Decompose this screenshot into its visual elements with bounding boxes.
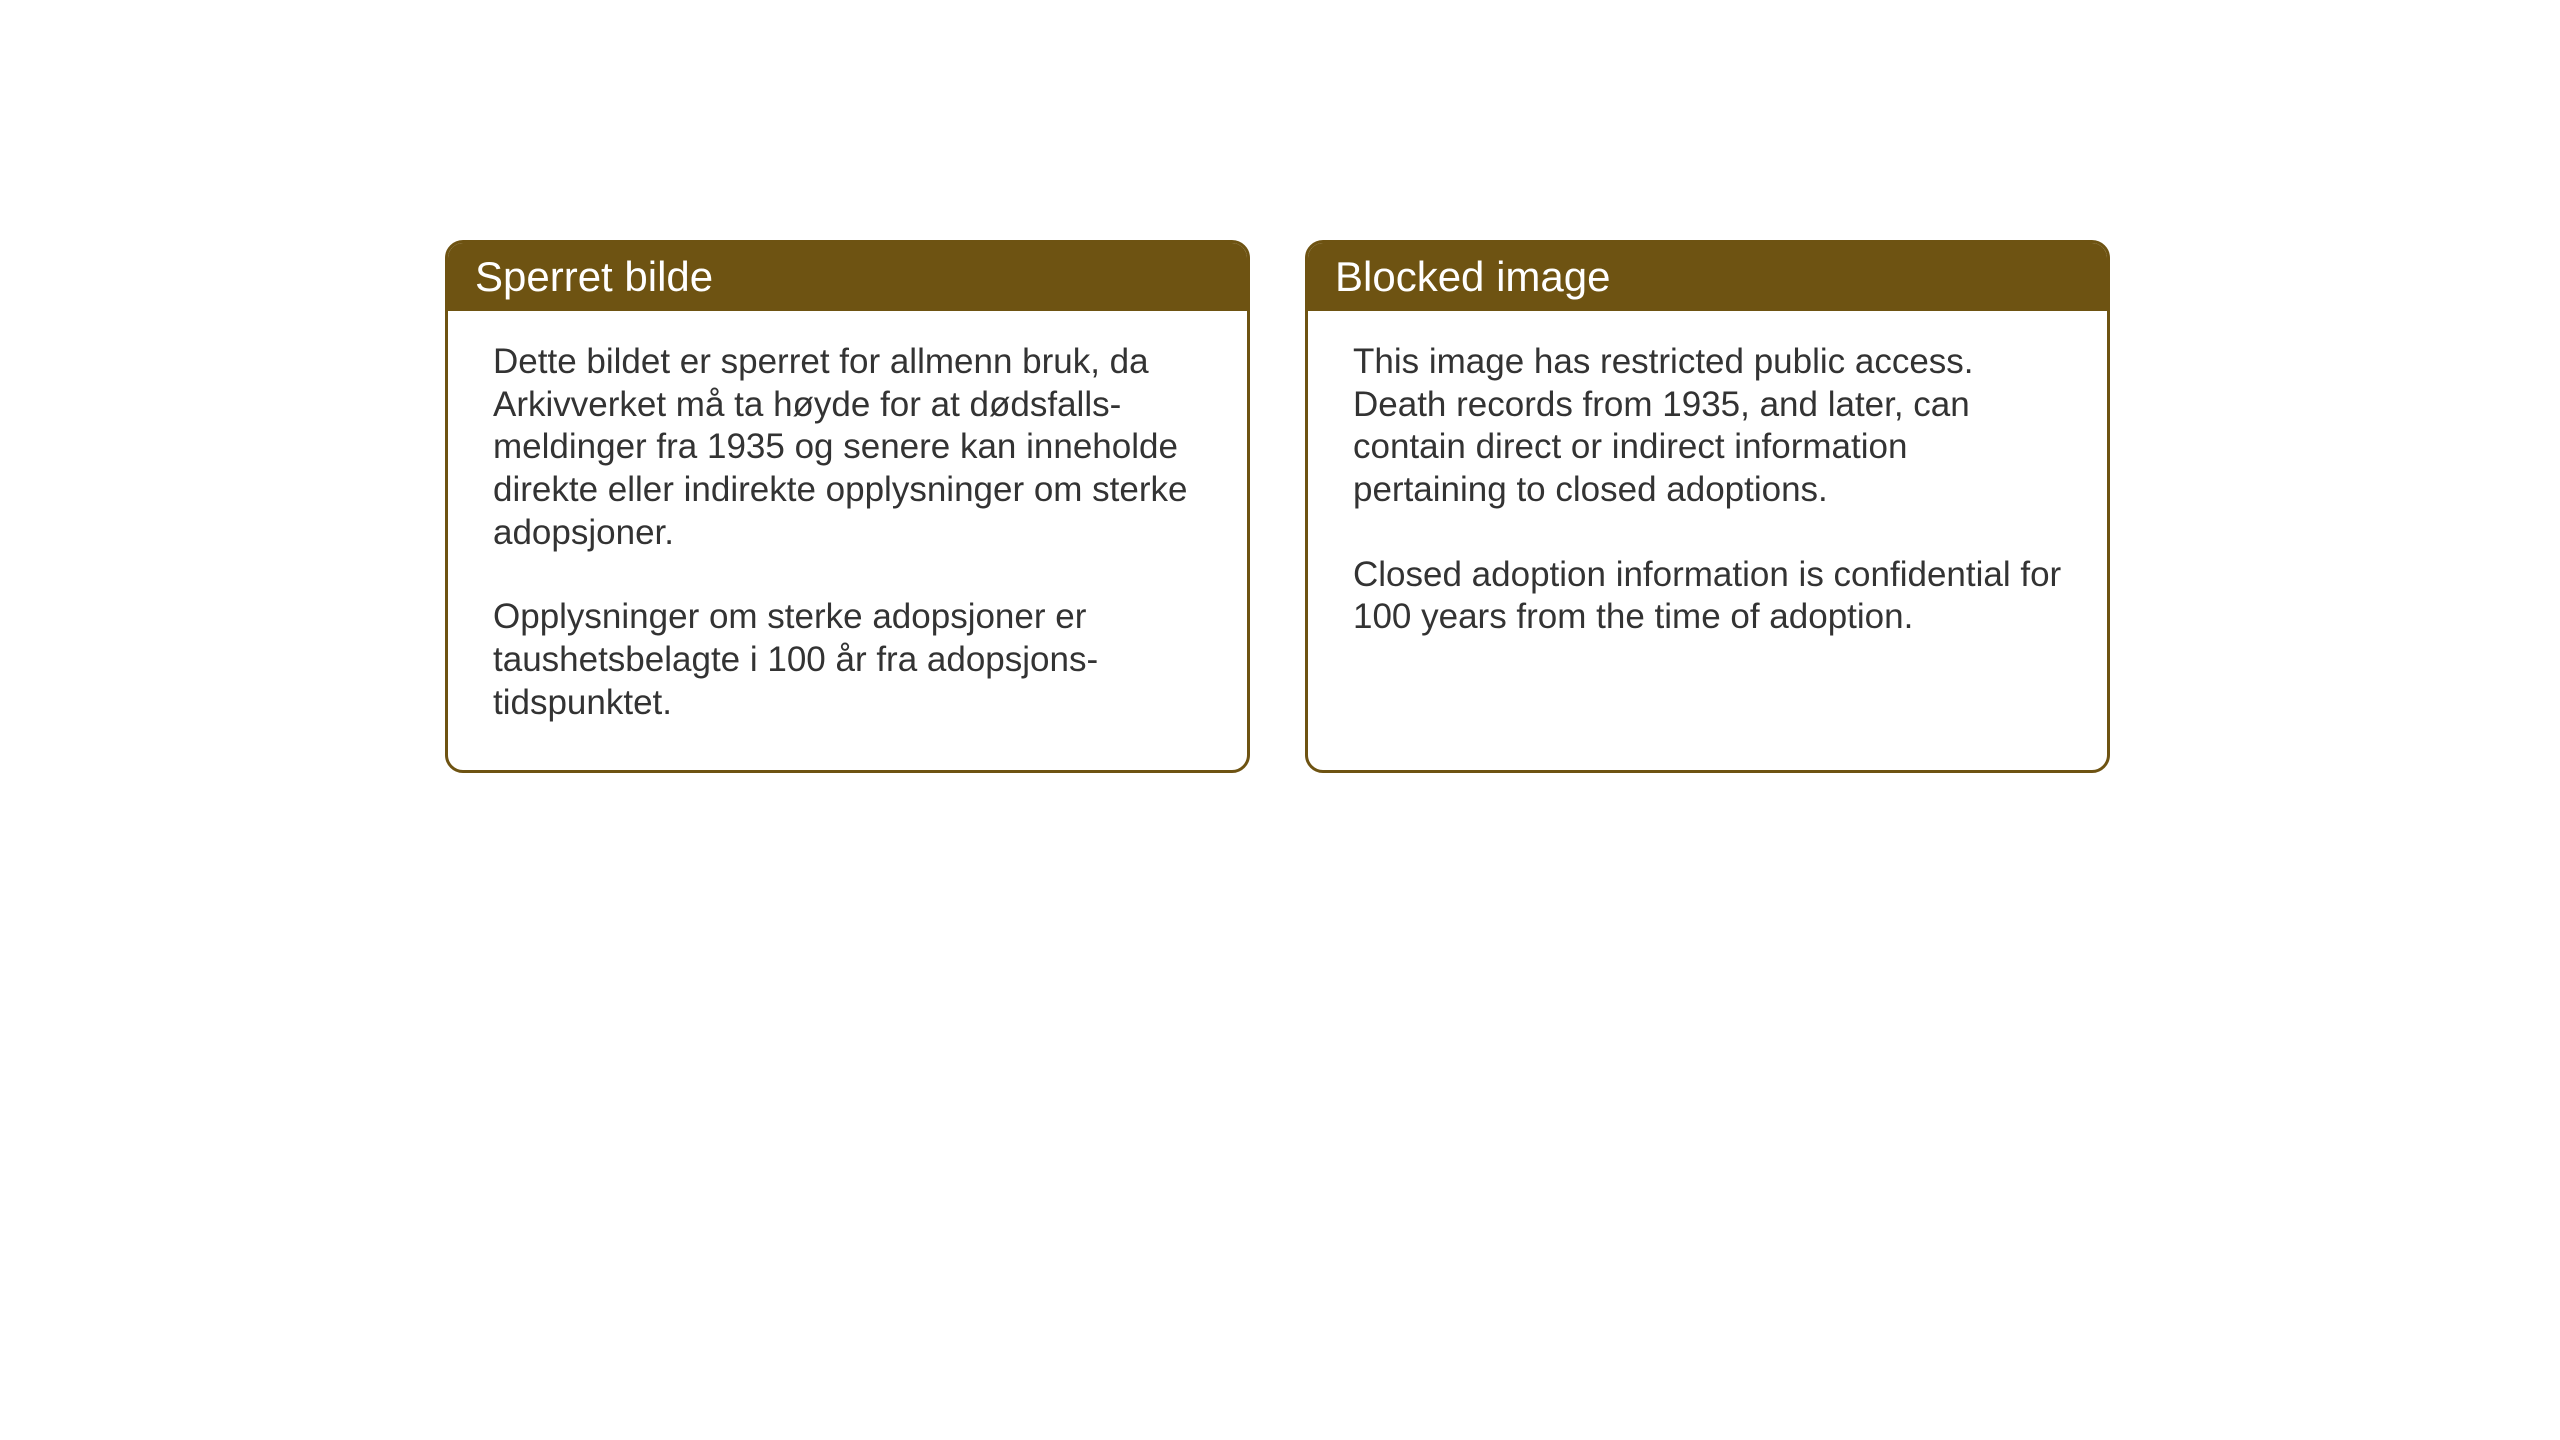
norwegian-paragraph-1: Dette bildet er sperret for allmenn bruk… (493, 341, 1202, 554)
norwegian-card-body: Dette bildet er sperret for allmenn bruk… (448, 311, 1247, 770)
english-card-header: Blocked image (1308, 243, 2107, 311)
english-paragraph-1: This image has restricted public access.… (1353, 341, 2062, 512)
norwegian-card-title: Sperret bilde (475, 253, 713, 300)
norwegian-card-header: Sperret bilde (448, 243, 1247, 311)
notice-container: Sperret bilde Dette bildet er sperret fo… (445, 240, 2110, 773)
english-paragraph-2: Closed adoption information is confident… (1353, 554, 2062, 639)
english-notice-card: Blocked image This image has restricted … (1305, 240, 2110, 773)
norwegian-paragraph-2: Opplysninger om sterke adopsjoner er tau… (493, 596, 1202, 724)
norwegian-notice-card: Sperret bilde Dette bildet er sperret fo… (445, 240, 1250, 773)
english-card-body: This image has restricted public access.… (1308, 311, 2107, 751)
english-card-title: Blocked image (1335, 253, 1610, 300)
